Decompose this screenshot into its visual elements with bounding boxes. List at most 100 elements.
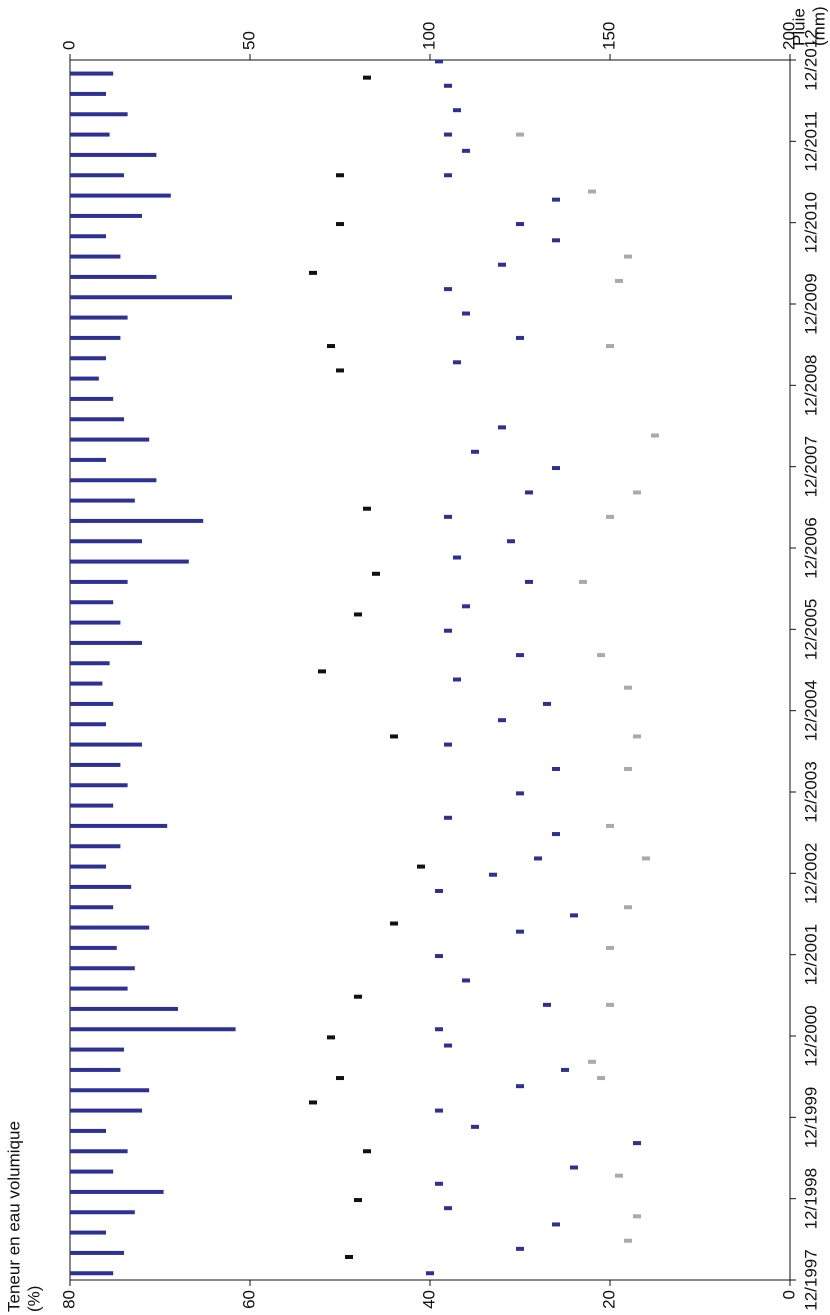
y2-tick-label: 200 [779, 22, 798, 50]
rain-bar [70, 640, 142, 645]
rain-bar [70, 1189, 164, 1194]
water-point [444, 132, 452, 137]
water-point [444, 83, 452, 88]
x-tick-label: 12/1998 [801, 1168, 820, 1229]
water-point [597, 1076, 605, 1081]
x-tick-label: 12/2000 [801, 1005, 820, 1066]
water-point [471, 449, 479, 454]
water-point [588, 189, 596, 194]
water-point [426, 1271, 434, 1276]
water-point [435, 1027, 443, 1032]
rain-bar [70, 864, 106, 869]
water-point [624, 685, 632, 690]
water-point [525, 579, 533, 584]
water-point [444, 1206, 452, 1211]
x-tick-label: 12/2004 [801, 680, 820, 741]
rain-bar [70, 681, 103, 686]
water-point [417, 864, 425, 869]
rain-bar [70, 356, 106, 361]
rain-bar [70, 254, 121, 259]
water-point [516, 1246, 524, 1251]
water-point [552, 1222, 560, 1227]
rain-bar [70, 823, 168, 828]
water-point [354, 1198, 362, 1203]
water-point [435, 888, 443, 893]
rain-bar [70, 925, 150, 930]
rain-bar [70, 722, 106, 727]
water-point [336, 1076, 344, 1081]
water-point [453, 360, 461, 365]
water-point [462, 978, 470, 983]
rain-bar [70, 376, 99, 381]
rain-bar [70, 1230, 106, 1235]
rain-bar [70, 396, 114, 401]
water-point [570, 1165, 578, 1170]
water-point [363, 75, 371, 80]
rain-bar [70, 173, 124, 178]
water-point [309, 1100, 317, 1105]
water-point [606, 945, 614, 950]
rain-bar [70, 498, 135, 503]
water-point [543, 1002, 551, 1007]
rain-bar [70, 91, 106, 96]
water-point [489, 872, 497, 877]
water-point [570, 913, 578, 918]
water-point [363, 506, 371, 511]
rain-bar [70, 1250, 124, 1255]
water-point [498, 425, 506, 430]
rain-bar [70, 539, 142, 544]
x-tick-label: 12/2011 [801, 111, 820, 171]
water-point [624, 766, 632, 771]
water-point [642, 856, 650, 861]
water-point [516, 132, 524, 137]
rain-bar [70, 478, 157, 483]
rain-bar [70, 966, 135, 971]
water-point [462, 148, 470, 153]
water-point [552, 466, 560, 471]
y2-axis-title: Pluie [789, 8, 808, 46]
water-point [552, 238, 560, 243]
x-tick-label: 12/2010 [801, 192, 820, 253]
water-point [516, 653, 524, 658]
rain-bar [70, 1027, 236, 1032]
water-point [534, 856, 542, 861]
water-point [516, 1084, 524, 1089]
rain-bar [70, 783, 128, 788]
water-point [651, 433, 659, 438]
rain-bar [70, 152, 157, 157]
water-point [516, 791, 524, 796]
y-tick-label: 80 [59, 1290, 78, 1309]
water-point [552, 197, 560, 202]
water-point [498, 718, 506, 723]
water-point [588, 1059, 596, 1064]
water-point [633, 490, 641, 495]
x-tick-label: 12/2003 [801, 761, 820, 822]
rain-bar [70, 600, 114, 605]
rain-bar [70, 701, 114, 706]
rain-bar [70, 620, 121, 625]
y2-tick-label: 50 [239, 31, 258, 50]
x-tick-label: 12/2002 [801, 843, 820, 904]
y2-tick-label: 150 [599, 22, 618, 50]
x-tick-label: 12/1997 [801, 1249, 820, 1310]
water-point [435, 1108, 443, 1113]
water-point [543, 701, 551, 706]
y-tick-label: 60 [239, 1290, 258, 1309]
rain-bar [70, 1169, 114, 1174]
water-point [336, 368, 344, 373]
water-point [435, 954, 443, 959]
water-point [345, 1254, 353, 1259]
water-point [624, 254, 632, 259]
water-point [516, 335, 524, 340]
y-tick-label: 40 [419, 1290, 438, 1309]
rain-bar [70, 905, 114, 910]
y2-tick-label: 100 [419, 22, 438, 50]
rain-bar [70, 762, 121, 767]
water-point [552, 766, 560, 771]
rain-bar [70, 1128, 106, 1133]
rain-bar [70, 274, 157, 279]
x-tick-label: 12/2005 [801, 599, 820, 660]
rain-bar [70, 1210, 135, 1215]
rain-bar [70, 1149, 128, 1154]
